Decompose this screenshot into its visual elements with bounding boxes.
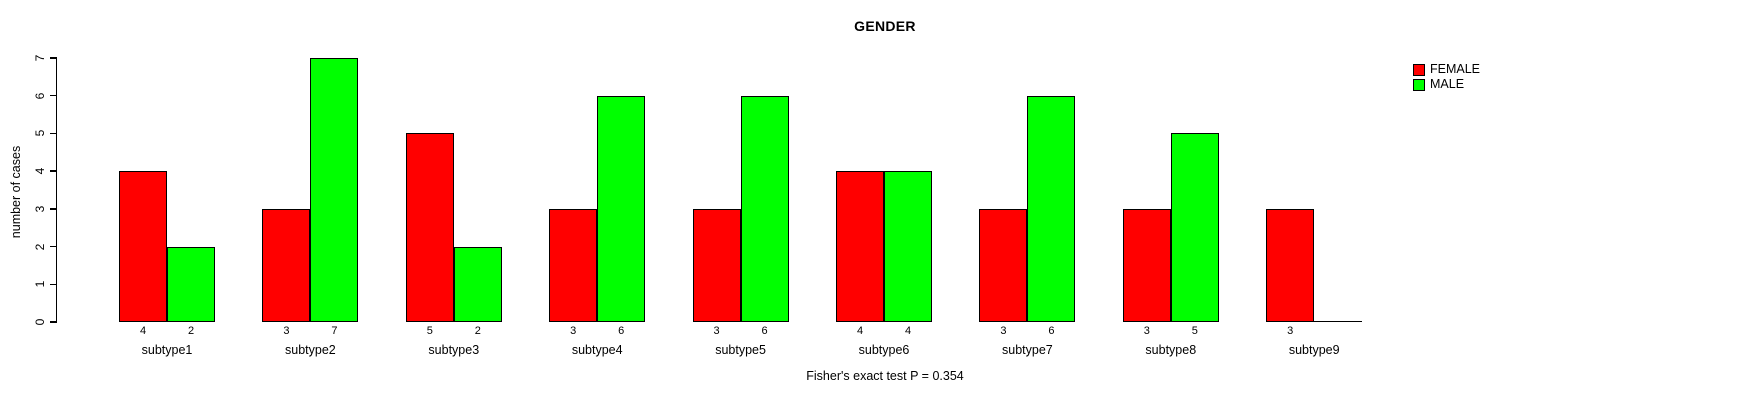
bar-female-subtype2 (262, 208, 311, 322)
y-axis-line (55, 57, 57, 323)
chart-title: GENDER (854, 18, 916, 34)
bar-value-label: 3 (1143, 325, 1150, 337)
category-label-subtype5: subtype5 (715, 343, 766, 357)
bar-male-subtype7 (1027, 95, 1076, 322)
category-label-subtype8: subtype8 (1145, 343, 1197, 357)
y-axis-tick (49, 57, 57, 59)
y-axis-tick-label: 3 (33, 205, 47, 213)
bar-female-subtype5 (692, 208, 741, 322)
y-axis-tick (49, 321, 57, 323)
y-axis-tick-label: 1 (33, 280, 47, 288)
y-axis-tick-label: 5 (33, 130, 47, 137)
bar-female-subtype3 (405, 133, 454, 322)
bar-value-label: 5 (426, 325, 433, 337)
bar-value-label: 7 (331, 325, 338, 337)
bar-male-subtype4 (597, 95, 646, 322)
bar-value-label: 6 (618, 325, 625, 337)
fisher-test-annotation: Fisher's exact test P = 0.354 (806, 369, 964, 383)
category-label-subtype1: subtype1 (141, 343, 193, 357)
category-label-subtype6: subtype6 (858, 343, 910, 357)
legend-label-female: FEMALE (1430, 62, 1481, 76)
bar-value-label: 3 (1000, 325, 1007, 337)
category-label-subtype2: subtype2 (285, 343, 336, 357)
y-axis-tick (49, 208, 57, 210)
bar-female-subtype7 (979, 208, 1028, 322)
bar-female-subtype8 (1122, 208, 1171, 322)
category-label-subtype3: subtype3 (428, 343, 480, 357)
bar-value-label: 2 (187, 325, 195, 337)
bar-male-subtype8 (1170, 133, 1219, 322)
bar-value-label: 2 (474, 325, 481, 337)
bar-female-subtype4 (549, 208, 598, 322)
bar-value-label: 4 (856, 325, 864, 337)
category-label-subtype9: subtype9 (1288, 343, 1340, 357)
bar-female-subtype1 (119, 171, 167, 322)
bar-male-subtype3 (453, 246, 502, 322)
bar-value-label: 3 (713, 325, 720, 337)
bar-female-subtype6 (836, 171, 884, 322)
y-axis-tick-label: 7 (33, 54, 47, 62)
male-color-swatch (1413, 78, 1425, 91)
y-axis-tick-label: 4 (33, 167, 47, 175)
legend-item-male: MALE (1413, 78, 1480, 91)
bar-value-label: 3 (283, 325, 290, 337)
y-axis-tick-label: 0 (33, 318, 47, 326)
bar-value-label: 5 (1191, 325, 1198, 337)
category-label-subtype4: subtype4 (571, 343, 623, 357)
bar-male-subtype2 (310, 58, 359, 322)
bar-value-label: 6 (761, 325, 768, 337)
legend: FEMALE MALE (1413, 63, 1480, 91)
y-axis-tick (49, 283, 57, 286)
bar-value-label: 6 (1048, 325, 1055, 337)
bar-value-label: 3 (1287, 325, 1294, 337)
bar-female-subtype9 (1266, 208, 1315, 322)
legend-item-female: FEMALE (1413, 63, 1480, 76)
bar-value-label: 4 (904, 325, 912, 337)
bar-male-subtype6 (884, 171, 932, 322)
bar-male-subtype9-zero (1314, 320, 1363, 322)
female-color-swatch (1413, 63, 1425, 76)
y-axis-tick-label: 2 (33, 243, 47, 250)
bar-male-subtype1 (167, 246, 215, 322)
y-axis-tick-label: 6 (33, 92, 47, 100)
legend-label-male: MALE (1430, 77, 1465, 91)
y-axis-tick (49, 94, 57, 97)
bar-male-subtype5 (740, 95, 789, 322)
category-label-subtype7: subtype7 (1002, 343, 1053, 357)
y-axis-tick (49, 132, 57, 135)
bar-value-label: 4 (139, 325, 147, 337)
bar-value-label: 3 (570, 325, 577, 337)
y-axis-tick (49, 245, 57, 248)
y-axis-tick (49, 170, 57, 172)
